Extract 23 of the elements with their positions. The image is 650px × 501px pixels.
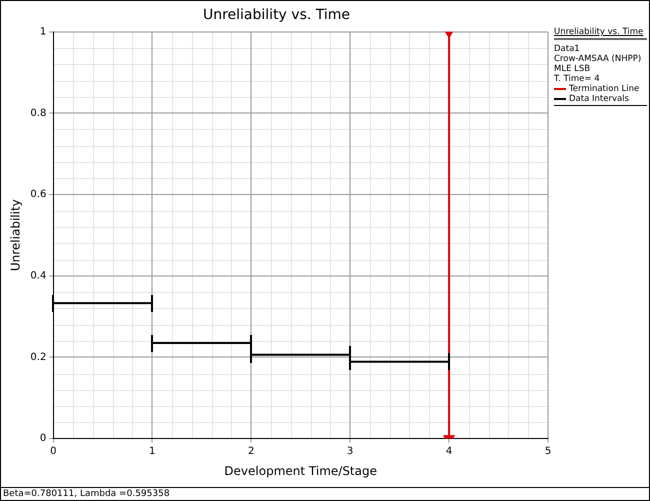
legend-label: Termination Line bbox=[569, 84, 640, 94]
x-tick-label: 4 bbox=[446, 446, 452, 458]
chart-title: Unreliability vs. Time bbox=[202, 7, 350, 24]
y-tick-label: 0 bbox=[40, 433, 46, 444]
legend-label: Data Intervals bbox=[569, 94, 629, 104]
text: Data1 bbox=[554, 44, 581, 54]
y-tick-label: 0.8 bbox=[30, 108, 46, 119]
text: MLE LSB bbox=[554, 64, 592, 74]
x-tick-label: 3 bbox=[346, 446, 354, 458]
y-tick-label: 1 bbox=[40, 26, 46, 38]
legend-title: Unreliability vs. Time bbox=[554, 27, 647, 40]
text: T. Time= 4 bbox=[554, 74, 601, 84]
x-tick-label: 0 bbox=[50, 446, 56, 458]
text: Beta=0.780111, Lambda =0.595358 bbox=[1, 487, 649, 500]
x-tick-label: 1 bbox=[149, 446, 156, 458]
x-axis-title: Development Time/Stage bbox=[224, 464, 377, 478]
x-tick-label: 5 bbox=[544, 446, 552, 458]
y-tick-label: 0.6 bbox=[30, 189, 46, 200]
text: Crow-AMSAA (NHPP) bbox=[554, 54, 642, 64]
y-tick-label: 0.2 bbox=[30, 352, 46, 363]
y-tick-label: 0.4 bbox=[30, 270, 46, 282]
x-tick-label: 2 bbox=[248, 446, 254, 458]
y-axis-title: Unreliability bbox=[8, 199, 22, 272]
